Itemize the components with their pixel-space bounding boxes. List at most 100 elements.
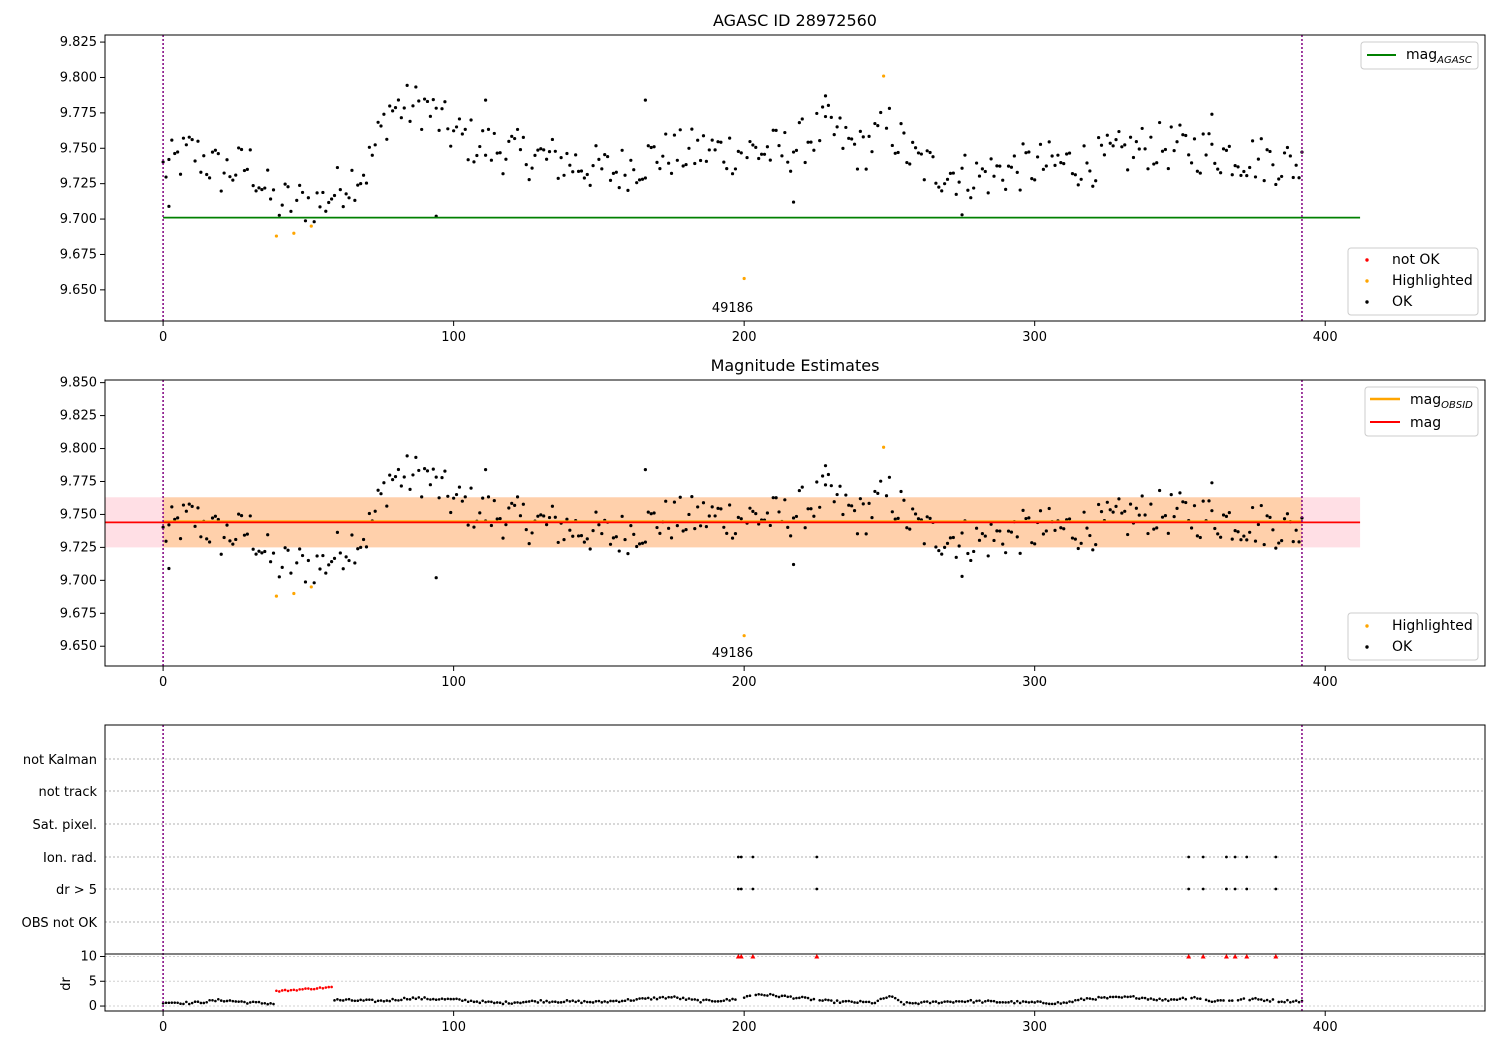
dr-point — [1242, 997, 1246, 1000]
ok-point — [536, 514, 540, 518]
dr-point — [490, 1000, 493, 1004]
dr-point — [478, 1001, 482, 1005]
ok-point — [1108, 508, 1112, 512]
ok-point — [443, 469, 447, 473]
ok-point — [513, 136, 517, 141]
dr-y-tick-label: 0 — [89, 999, 97, 1014]
dr-point — [362, 999, 365, 1002]
ok-point — [269, 560, 273, 564]
ok-point — [478, 144, 482, 149]
ok-point — [225, 158, 229, 162]
ok-point — [550, 504, 555, 508]
ok-point — [1091, 548, 1095, 552]
ok-point — [913, 512, 918, 516]
dr-point — [347, 997, 351, 1001]
ok-point — [199, 170, 203, 174]
dr-point — [981, 1001, 984, 1004]
ok-point — [1140, 126, 1144, 131]
ok-point — [1274, 182, 1278, 187]
ok-point — [603, 153, 607, 157]
dr-point — [771, 993, 775, 997]
ok-point — [873, 489, 877, 494]
ok-point — [722, 160, 726, 164]
dr-point — [696, 998, 699, 1002]
ok-point — [1250, 139, 1255, 143]
dr-point — [365, 998, 368, 1002]
dr-point — [806, 996, 810, 1000]
ok-point — [951, 171, 955, 175]
ok-point — [1021, 508, 1025, 512]
dr-point — [783, 994, 787, 998]
ok-point — [364, 181, 369, 185]
flag-label: dr > 5 — [56, 883, 97, 898]
dr-point — [1286, 998, 1289, 1002]
ok-point — [890, 143, 894, 148]
ok-point — [193, 159, 197, 163]
ok-point — [536, 148, 540, 152]
dr-axis-label: dr — [59, 977, 74, 991]
dr-point — [734, 998, 737, 1001]
flag-point — [1245, 855, 1249, 859]
dr-point — [920, 1001, 923, 1004]
ok-point — [879, 110, 883, 115]
ok-point — [713, 514, 717, 518]
ok-point — [905, 160, 909, 165]
dr-point — [812, 997, 816, 1001]
dr-point — [164, 1001, 168, 1005]
ok-point — [1230, 537, 1234, 541]
ok-point — [852, 142, 857, 146]
ok-point — [1053, 528, 1057, 532]
highlighted-point — [309, 585, 313, 589]
ok-point — [626, 188, 630, 192]
ok-point — [1189, 526, 1194, 530]
ok-point — [643, 98, 647, 102]
ok-point — [655, 525, 659, 530]
dr-point — [431, 997, 435, 1001]
ok-point — [998, 164, 1002, 168]
dr-point — [638, 997, 641, 1000]
ok-point — [614, 535, 618, 539]
ok-point — [1181, 133, 1185, 137]
ok-point — [1224, 148, 1229, 152]
x-tick-label: 400 — [1313, 1020, 1338, 1035]
ok-point — [1227, 144, 1231, 148]
ok-point — [315, 554, 319, 558]
ok-point — [388, 473, 392, 477]
x-tick-label: 0 — [159, 1020, 167, 1035]
ok-point — [237, 512, 241, 516]
ok-point — [498, 151, 502, 155]
flag-point — [736, 887, 740, 891]
ok-point — [832, 500, 836, 504]
dr-point — [1268, 1000, 1272, 1003]
ok-point — [434, 475, 438, 479]
dr-point — [185, 1000, 188, 1004]
ok-point — [574, 153, 578, 157]
ok-point — [428, 114, 432, 118]
ok-point — [452, 496, 456, 500]
dr-point — [824, 998, 827, 1001]
ok-point — [170, 138, 174, 142]
ok-point — [928, 150, 932, 155]
ok-point — [716, 506, 720, 510]
dr-point — [510, 1002, 514, 1005]
ok-point — [614, 170, 618, 174]
ok-point — [1239, 173, 1243, 178]
dr-point — [1198, 997, 1202, 1001]
ok-point — [707, 514, 711, 518]
ok-point — [730, 536, 735, 540]
ok-point — [678, 495, 682, 499]
ok-point — [1160, 149, 1165, 153]
ok-point — [1079, 541, 1083, 545]
dr-point — [699, 1000, 702, 1004]
dr-point — [835, 999, 839, 1002]
ok-point — [725, 531, 729, 535]
ok-point — [327, 563, 331, 567]
panel-magnitude-legend-points: Highlighted OK — [1347, 612, 1479, 661]
dr-point — [1018, 1001, 1022, 1005]
legend-label-mag: mag — [1410, 415, 1441, 431]
ok-point — [765, 511, 770, 515]
ok-point — [356, 547, 360, 551]
ok-point — [998, 529, 1002, 533]
x-tick-label: 100 — [441, 675, 466, 690]
ok-point — [225, 523, 229, 527]
